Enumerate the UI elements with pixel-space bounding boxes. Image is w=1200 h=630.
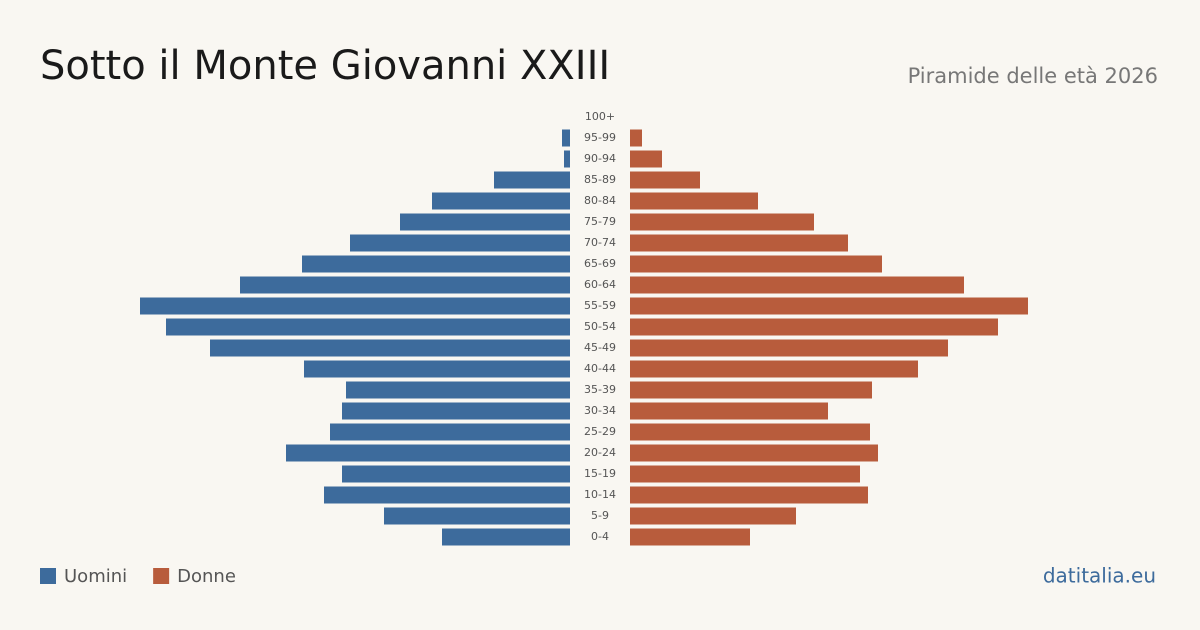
- age-label: 75-79: [584, 215, 616, 228]
- age-label: 40-44: [584, 362, 616, 375]
- age-label: 95-99: [584, 131, 616, 144]
- bar: [630, 192, 758, 210]
- bar: [562, 129, 570, 147]
- age-label: 5-9: [591, 509, 609, 522]
- age-label: 70-74: [584, 236, 616, 249]
- bar: [630, 171, 700, 189]
- age-label: 20-24: [584, 446, 616, 459]
- bar: [630, 444, 878, 462]
- bar: [210, 339, 570, 357]
- bar: [342, 402, 570, 420]
- age-label: 35-39: [584, 383, 616, 396]
- bar: [630, 381, 872, 399]
- bar: [630, 150, 662, 168]
- bar: [324, 486, 570, 504]
- legend-swatch: [40, 568, 56, 584]
- bar: [384, 507, 570, 525]
- age-label: 85-89: [584, 173, 616, 186]
- age-label: 45-49: [584, 341, 616, 354]
- age-label: 0-4: [591, 530, 609, 543]
- age-label: 10-14: [584, 488, 616, 501]
- bar: [330, 423, 570, 441]
- chart-subtitle: Piramide delle età 2026: [908, 64, 1158, 88]
- bar: [630, 402, 828, 420]
- bar: [630, 234, 848, 252]
- bar: [286, 444, 570, 462]
- bar: [630, 465, 860, 483]
- age-label: 30-34: [584, 404, 616, 417]
- bar: [630, 528, 750, 546]
- bar: [630, 213, 814, 231]
- age-label: 15-19: [584, 467, 616, 480]
- age-label: 55-59: [584, 299, 616, 312]
- bar: [630, 507, 796, 525]
- bar: [630, 129, 642, 147]
- bar: [346, 381, 570, 399]
- bar: [350, 234, 570, 252]
- bar: [400, 213, 570, 231]
- bar: [302, 255, 570, 273]
- legend-swatch: [153, 568, 170, 584]
- bar: [630, 255, 882, 273]
- age-label: 90-94: [584, 152, 616, 165]
- age-label: 80-84: [584, 194, 616, 207]
- chart-title: Sotto il Monte Giovanni XXIII: [40, 43, 610, 89]
- age-label: 50-54: [584, 320, 616, 333]
- age-label: 60-64: [584, 278, 616, 291]
- bar: [304, 360, 570, 378]
- bar: [494, 171, 570, 189]
- bar: [630, 276, 964, 294]
- bar: [140, 297, 570, 315]
- bar: [630, 339, 948, 357]
- bar: [166, 318, 570, 336]
- source: datitalia.eu: [1043, 564, 1156, 588]
- age-label: 100+: [585, 110, 615, 123]
- legend-label: Uomini: [64, 566, 127, 587]
- bar: [564, 150, 570, 168]
- bar: [630, 423, 870, 441]
- bar: [630, 486, 868, 504]
- legend-label: Donne: [177, 566, 236, 587]
- bar: [630, 297, 1028, 315]
- bar: [342, 465, 570, 483]
- bar: [630, 318, 998, 336]
- age-label: 65-69: [584, 257, 616, 270]
- bar: [442, 528, 570, 546]
- bar: [240, 276, 570, 294]
- age-label: 25-29: [584, 425, 616, 438]
- bar: [630, 360, 918, 378]
- bar: [432, 192, 570, 210]
